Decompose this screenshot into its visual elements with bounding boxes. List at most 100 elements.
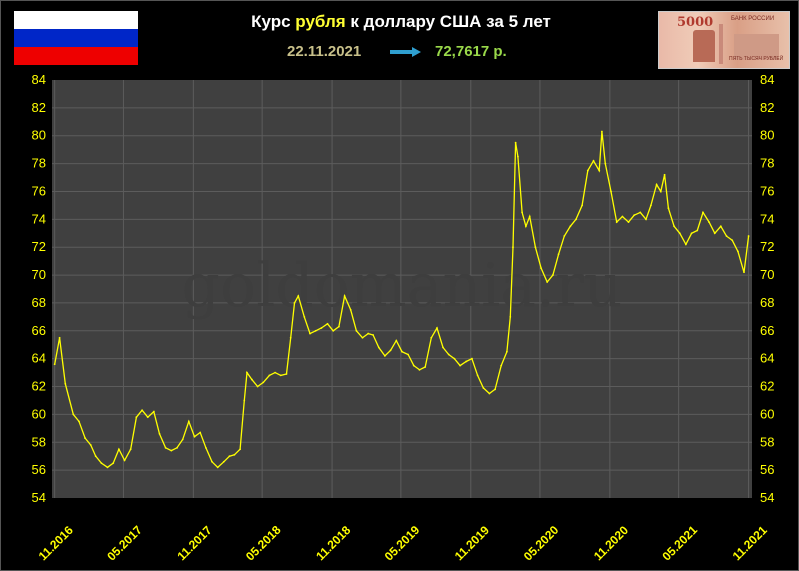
data-point [459,364,462,367]
data-point [476,374,479,377]
data-point [285,373,288,375]
data-point [222,460,225,463]
y-tick-label-left: 84 [32,72,46,87]
data-point [505,350,508,353]
data-point [494,388,497,391]
data-point [575,218,577,221]
data-point [141,409,143,412]
data-point [696,229,699,232]
data-point [193,435,196,438]
data-point [684,243,687,246]
data-point [216,466,219,469]
data-point [309,332,311,335]
data-point [72,413,75,416]
x-tick-label: 11.2018 [313,523,353,563]
data-point [514,141,517,144]
data-point [314,329,317,332]
data-point [655,183,658,186]
data-point [377,346,380,349]
data-point [293,302,296,304]
banknote-5000-image: 5000 БАНК РОССИИ ПЯТЬ ТЫСЯЧ РУБЛЕЙ [658,11,790,69]
data-point [239,448,242,451]
y-tick-label-left: 80 [32,128,46,143]
data-point [569,225,572,228]
data-point [64,382,67,385]
data-point [598,169,601,172]
data-point [205,446,207,449]
data-point [355,329,358,332]
data-point [488,392,491,395]
data-point [471,357,473,360]
data-point [557,253,560,256]
y-tick-label-right: 64 [760,351,774,366]
data-point [534,246,537,249]
data-point [713,232,716,235]
data-point [146,416,149,419]
data-point [152,410,155,413]
data-point [78,420,80,423]
data-point [84,437,86,439]
y-tick-label-left: 74 [32,211,46,226]
data-point [731,239,734,242]
data-point [250,378,253,381]
data-point [407,353,409,356]
data-point [447,353,450,356]
y-tick-label-left: 66 [32,323,46,338]
data-point [639,211,642,214]
data-point [401,350,403,353]
y-tick-label-left: 58 [32,434,46,449]
y-tick-label-right: 72 [760,239,774,254]
x-tick-label: 05.2018 [243,523,284,564]
y-tick-label-left: 82 [32,100,46,115]
data-point [58,336,61,339]
y-tick-label-right: 68 [760,295,774,310]
data-point [262,381,265,384]
data-point [592,159,595,162]
data-point [320,327,323,329]
data-point [563,235,566,237]
data-point [129,448,132,451]
data-point [228,455,231,458]
data-point [303,315,306,318]
data-point [546,281,549,283]
data-point [361,336,364,339]
data-point [338,325,340,328]
data-point [509,315,512,318]
data-point [633,214,636,217]
data-point [367,332,370,335]
data-point [737,250,739,253]
data-point [453,357,456,360]
data-point [512,246,514,249]
data-point [372,334,375,336]
data-point [650,204,652,207]
data-point [610,190,612,193]
data-point [256,385,259,388]
data-point [430,336,433,339]
y-tick-label-right: 74 [760,211,774,226]
data-point [395,339,398,342]
watermark: goldomania.ru [182,251,623,321]
data-point [528,215,531,218]
x-tick-label: 11.2016 [36,523,76,563]
y-tick-label-right: 70 [760,267,774,282]
data-point [135,416,138,419]
y-tick-label-right: 84 [760,72,774,87]
data-point [465,360,468,363]
x-tick-label: 11.2019 [452,523,492,563]
data-point [332,329,335,332]
flag-stripe-white [14,11,138,29]
data-point [659,190,662,193]
y-tick-label-right: 54 [760,490,774,505]
data-point [349,309,352,311]
data-point [600,130,603,133]
data-point [53,363,56,366]
y-tick-label-left: 64 [32,351,46,366]
chart-title: Курс рубля к доллару США за 5 лет [251,12,551,31]
data-point [343,295,346,297]
data-point [279,374,282,377]
data-point [708,221,710,224]
data-point [747,235,750,237]
data-point [112,462,115,465]
data-point [187,420,190,423]
data-point [436,327,438,329]
